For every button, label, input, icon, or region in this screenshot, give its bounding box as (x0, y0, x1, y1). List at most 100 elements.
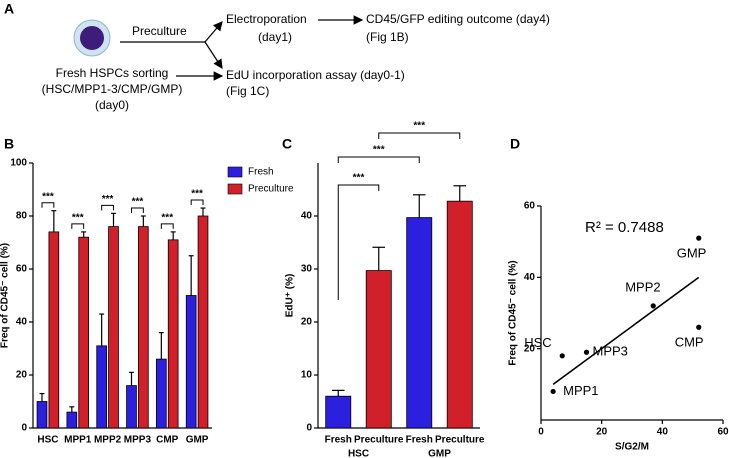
significance-bracket (71, 223, 85, 229)
x-tick-label: CMP (156, 435, 179, 446)
legend-swatch (227, 183, 243, 195)
y-tick-label: 30 (301, 264, 313, 275)
diagram-text: Fresh HSPCs sorting (56, 66, 169, 80)
group-label: HSC (348, 449, 369, 458)
panel-label: C (282, 136, 292, 152)
significance-label: *** (102, 194, 114, 205)
bar (96, 345, 107, 429)
x-tick-label: 60 (717, 427, 729, 438)
significance-label: *** (132, 197, 144, 208)
point-label: MPP3 (593, 344, 628, 359)
bar (325, 395, 352, 429)
point (559, 353, 565, 359)
point (550, 388, 556, 395)
x-tick-label: GMP (186, 435, 209, 446)
arrow (204, 41, 223, 70)
point (583, 349, 590, 355)
bar (446, 200, 473, 429)
y-tick-label: 40 (524, 272, 536, 283)
significance-bracket (337, 184, 380, 300)
bar (78, 236, 89, 429)
significance-label: *** (42, 191, 54, 202)
group-label: GMP (428, 449, 451, 458)
y-tick-label: 20 (16, 370, 28, 381)
x-tick-label: 20 (596, 427, 608, 438)
panel-label: D (510, 136, 520, 152)
arrow (204, 21, 223, 43)
point-label: GMP (677, 246, 707, 261)
significance-label: *** (373, 145, 385, 156)
bar (66, 411, 78, 429)
annotation: R² = 0.7488 (585, 219, 664, 236)
fit-line (552, 276, 700, 385)
bar (138, 226, 149, 429)
legend-label: Preculture (248, 184, 294, 195)
diagram-text: (day1) (258, 30, 292, 44)
y-tick-label: 20 (301, 317, 313, 328)
diagram-text: EdU incorporation assay (day0-1) (226, 68, 405, 82)
point-label: MPP2 (625, 279, 660, 294)
x-tick-label: MPP3 (124, 435, 152, 446)
x-tick-label: MPP2 (94, 435, 122, 446)
significance-label: *** (413, 121, 425, 132)
bar (108, 226, 119, 429)
significance-bracket (190, 199, 204, 206)
x-tick-label: Preculture (435, 435, 485, 446)
significance-label: *** (72, 213, 84, 224)
significance-bracket (337, 156, 420, 163)
point-label: MPP1 (563, 383, 598, 398)
bar (197, 215, 209, 429)
x-axis-label: S/G2/M (615, 442, 649, 453)
y-tick-label: 40 (16, 317, 28, 328)
x-tick-label: MPP1 (64, 435, 92, 446)
y-tick-label: 100 (10, 158, 27, 169)
x-tick-label: Fresh (406, 435, 433, 446)
significance-bracket (378, 132, 461, 139)
significance-label: *** (161, 213, 173, 224)
point-label: HSC (524, 335, 551, 350)
y-axis-label: Freq of CD45⁻ cell (%) (0, 243, 11, 348)
significance-bracket (101, 204, 115, 211)
panel-label: A (4, 1, 14, 17)
y-tick-label: 60 (524, 201, 536, 212)
x-tick-label: 0 (538, 427, 544, 438)
diagram-text: (Fig 1B) (366, 30, 409, 44)
y-tick-label: 0 (306, 423, 312, 434)
cell-nucleus (80, 26, 104, 50)
bar (156, 358, 167, 429)
bar (406, 217, 433, 429)
legend-swatch (227, 166, 243, 178)
bar (126, 385, 137, 429)
legend-label: Fresh (248, 167, 274, 178)
y-tick-label: 0 (21, 423, 27, 434)
diagram: Preculture Electroporation (day1) CD45/G… (42, 12, 550, 112)
y-axis-label: Freq of CD45⁻ cell (%) (508, 260, 519, 365)
diagram-text: (day0) (95, 98, 129, 112)
significance-label: *** (191, 189, 203, 200)
bar (167, 239, 179, 429)
significance-label: *** (353, 173, 365, 184)
significance-bracket (130, 207, 144, 213)
point (696, 324, 702, 330)
point-label: CMP (675, 335, 704, 350)
x-tick-label: Preculture (354, 435, 404, 446)
x-tick-label: 40 (657, 427, 669, 438)
point (650, 303, 656, 309)
bar (48, 231, 60, 429)
significance-bracket (41, 202, 55, 208)
y-tick-label: 20 (524, 343, 536, 354)
y-tick-label: 10 (301, 370, 313, 381)
y-axis-label: EdU⁺ (%) (285, 274, 296, 318)
x-tick-label: HSC (37, 435, 58, 446)
diagram-text: (Fig 1C) (226, 84, 269, 98)
y-tick-label: 80 (16, 211, 28, 222)
diagram-text: CD45/GFP editing outcome (day4) (366, 12, 550, 26)
diagram-text: Preculture (132, 24, 187, 38)
y-tick-label: 40 (301, 211, 313, 222)
significance-bracket (160, 223, 174, 229)
diagram-text: (HSC/MPP1-3/CMP/GMP) (42, 82, 183, 96)
diagram-text: Electroporation (226, 12, 307, 26)
bar (185, 295, 197, 429)
